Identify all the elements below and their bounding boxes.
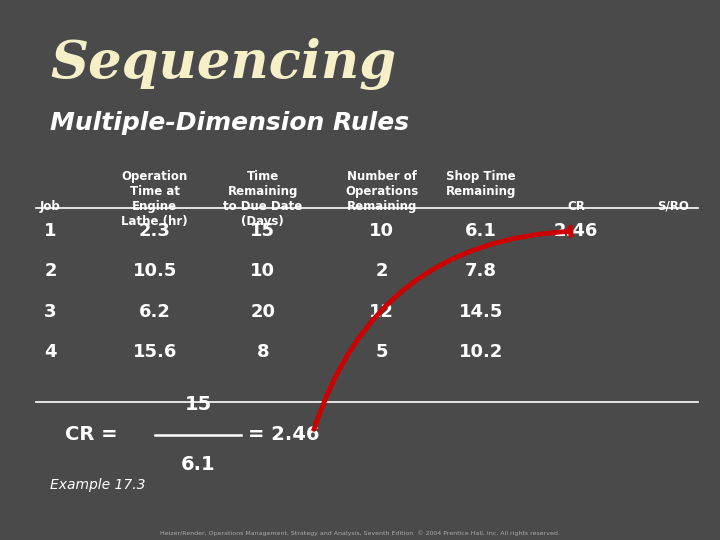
Text: 2: 2 bbox=[44, 262, 57, 280]
Text: 4: 4 bbox=[44, 343, 57, 361]
Text: Heizer/Render, Operations Management, Strategy and Analysis, Seventh Edition  © : Heizer/Render, Operations Management, St… bbox=[160, 530, 560, 536]
Text: Number of
Operations
Remaining: Number of Operations Remaining bbox=[345, 170, 418, 213]
Text: Multiple-Dimension Rules: Multiple-Dimension Rules bbox=[50, 111, 410, 134]
Text: = 2.46: = 2.46 bbox=[248, 425, 320, 444]
Text: 15: 15 bbox=[251, 222, 275, 240]
Text: CR: CR bbox=[567, 200, 585, 213]
Text: Operation
Time at
Engine
Lathe (hr): Operation Time at Engine Lathe (hr) bbox=[122, 170, 188, 228]
Text: Sequencing: Sequencing bbox=[50, 38, 397, 90]
Text: 15.6: 15.6 bbox=[132, 343, 177, 361]
Text: Shop Time
Remaining: Shop Time Remaining bbox=[446, 170, 516, 198]
Text: 6.2: 6.2 bbox=[139, 302, 171, 321]
Text: 6.1: 6.1 bbox=[465, 222, 497, 240]
Text: 3: 3 bbox=[44, 302, 57, 321]
Text: Time
Remaining
to Due Date
(Days): Time Remaining to Due Date (Days) bbox=[223, 170, 302, 228]
Text: Example 17.3: Example 17.3 bbox=[50, 478, 146, 492]
Text: 7.8: 7.8 bbox=[465, 262, 497, 280]
Text: 10.5: 10.5 bbox=[132, 262, 177, 280]
Text: 8: 8 bbox=[256, 343, 269, 361]
Text: 20: 20 bbox=[251, 302, 275, 321]
Text: Job: Job bbox=[40, 200, 60, 213]
Text: 15: 15 bbox=[184, 395, 212, 415]
Text: 14.5: 14.5 bbox=[459, 302, 503, 321]
Text: CR =: CR = bbox=[65, 425, 124, 444]
Text: 5: 5 bbox=[375, 343, 388, 361]
Text: 12: 12 bbox=[369, 302, 394, 321]
Text: 2.46: 2.46 bbox=[554, 222, 598, 240]
Text: 2.3: 2.3 bbox=[139, 222, 171, 240]
Text: 6.1: 6.1 bbox=[181, 455, 215, 474]
Text: 10: 10 bbox=[251, 262, 275, 280]
Text: 10: 10 bbox=[369, 222, 394, 240]
Text: 1: 1 bbox=[44, 222, 57, 240]
Text: 2: 2 bbox=[375, 262, 388, 280]
Text: S/RO: S/RO bbox=[657, 200, 689, 213]
Text: 10.2: 10.2 bbox=[459, 343, 503, 361]
